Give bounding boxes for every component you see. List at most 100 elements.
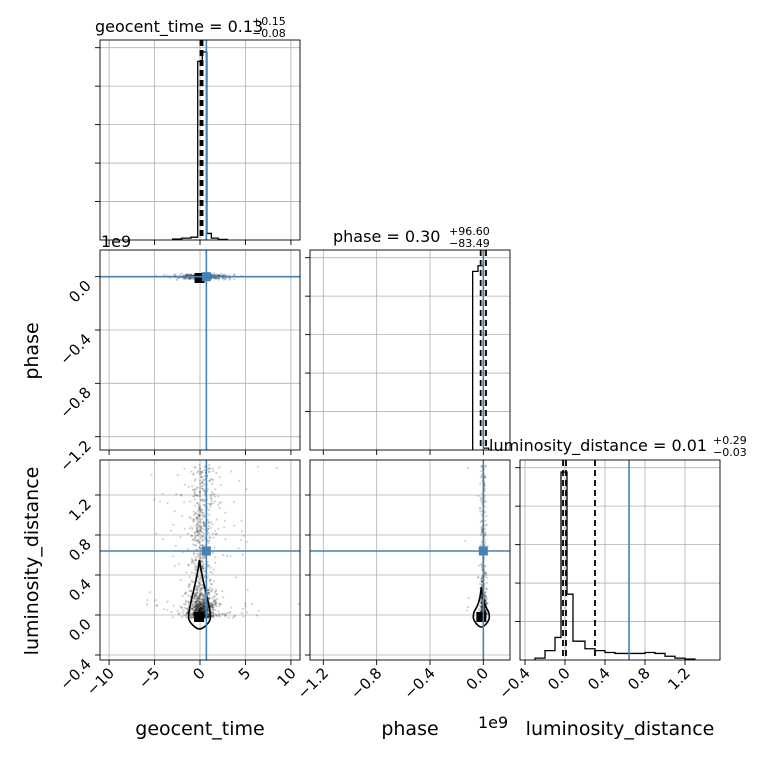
sample-point (200, 602, 203, 606)
sample-point (193, 491, 196, 495)
sample-point (194, 609, 197, 613)
sample-point (210, 478, 214, 481)
sample-point (220, 272, 223, 275)
sample-point (166, 501, 169, 505)
sample-point (203, 607, 207, 610)
sample-point (188, 583, 191, 586)
sample-point (480, 610, 483, 613)
sample-point (193, 513, 196, 516)
sample-point (479, 609, 483, 612)
sample-point (201, 476, 204, 479)
sample-point (195, 516, 199, 519)
sample-point (207, 591, 211, 594)
sample-point (187, 547, 190, 551)
sample-point (209, 578, 212, 582)
sample-point (183, 501, 186, 504)
sample-point (190, 562, 193, 565)
sample-point (201, 480, 204, 484)
sample-point (209, 605, 213, 608)
sample-point (479, 507, 482, 510)
sample-point (192, 551, 196, 554)
sample-point (197, 604, 201, 607)
sample-point (203, 596, 206, 599)
sample-point (215, 533, 218, 536)
sample-point (207, 613, 210, 616)
sample-point (211, 551, 214, 554)
sample-point (198, 605, 201, 608)
sample-point (202, 535, 205, 538)
sample-point (207, 614, 210, 618)
sample-point (480, 473, 483, 477)
sample-point (183, 603, 186, 606)
sample-point (185, 607, 188, 610)
sample-point (185, 599, 188, 602)
sample-point (202, 562, 205, 566)
sample-point (193, 595, 196, 599)
sample-point (480, 581, 483, 584)
sample-point (206, 560, 209, 564)
panel-frame-1-1 (309, 249, 511, 451)
sample-point (173, 564, 176, 567)
sample-point (201, 601, 204, 604)
sample-point (214, 488, 217, 491)
sample-point (467, 466, 470, 469)
sample-point (200, 598, 203, 601)
sample-point (177, 613, 181, 616)
sample-point (201, 564, 205, 567)
sample-point (207, 617, 210, 621)
sample-point (203, 613, 206, 617)
sample-point (213, 612, 216, 616)
sample-point (218, 274, 221, 277)
sample-point (223, 614, 226, 617)
sample-point (190, 534, 193, 538)
sample-point (192, 602, 195, 606)
sample-point (155, 604, 158, 607)
sample-point (485, 595, 488, 598)
sample-point (184, 603, 187, 606)
sample-point (224, 538, 227, 541)
sample-point (214, 600, 217, 603)
sample-point (196, 605, 199, 608)
sample-point (197, 609, 200, 612)
sample-point (194, 609, 197, 612)
sample-point (198, 513, 201, 516)
sample-point (202, 595, 205, 598)
sample-point (195, 558, 198, 561)
sample-point (201, 608, 204, 611)
sample-point (214, 561, 217, 564)
sample-point (191, 605, 194, 608)
sample-point (208, 602, 212, 605)
sample-point (485, 588, 489, 591)
sample-point (203, 465, 206, 469)
sample-point (194, 609, 197, 613)
sample-point (196, 605, 199, 608)
sample-point (191, 581, 194, 584)
sample-point (195, 594, 198, 597)
sample-point (483, 511, 487, 514)
sample-point (240, 539, 243, 542)
sample-point (480, 531, 483, 534)
sample-point (201, 514, 204, 517)
sample-point (484, 610, 487, 613)
sample-point (191, 616, 194, 619)
sample-point (480, 576, 484, 579)
sample-point (189, 614, 192, 618)
sample-point (480, 519, 483, 522)
sample-point (479, 520, 483, 523)
sample-point (201, 567, 204, 570)
sample-point (195, 608, 198, 611)
sample-point (211, 604, 214, 607)
sample-point (199, 487, 203, 490)
sample-point (198, 608, 201, 611)
sample-point (200, 499, 203, 502)
sample-point (224, 613, 228, 617)
sample-point (213, 495, 216, 498)
sample-point (207, 613, 210, 616)
sample-point (194, 534, 197, 537)
sample-point (234, 576, 238, 579)
sample-point (202, 516, 205, 519)
sample-point (199, 470, 202, 473)
sample-point (224, 511, 227, 514)
sample-point (199, 509, 202, 513)
sample-point (192, 517, 195, 521)
